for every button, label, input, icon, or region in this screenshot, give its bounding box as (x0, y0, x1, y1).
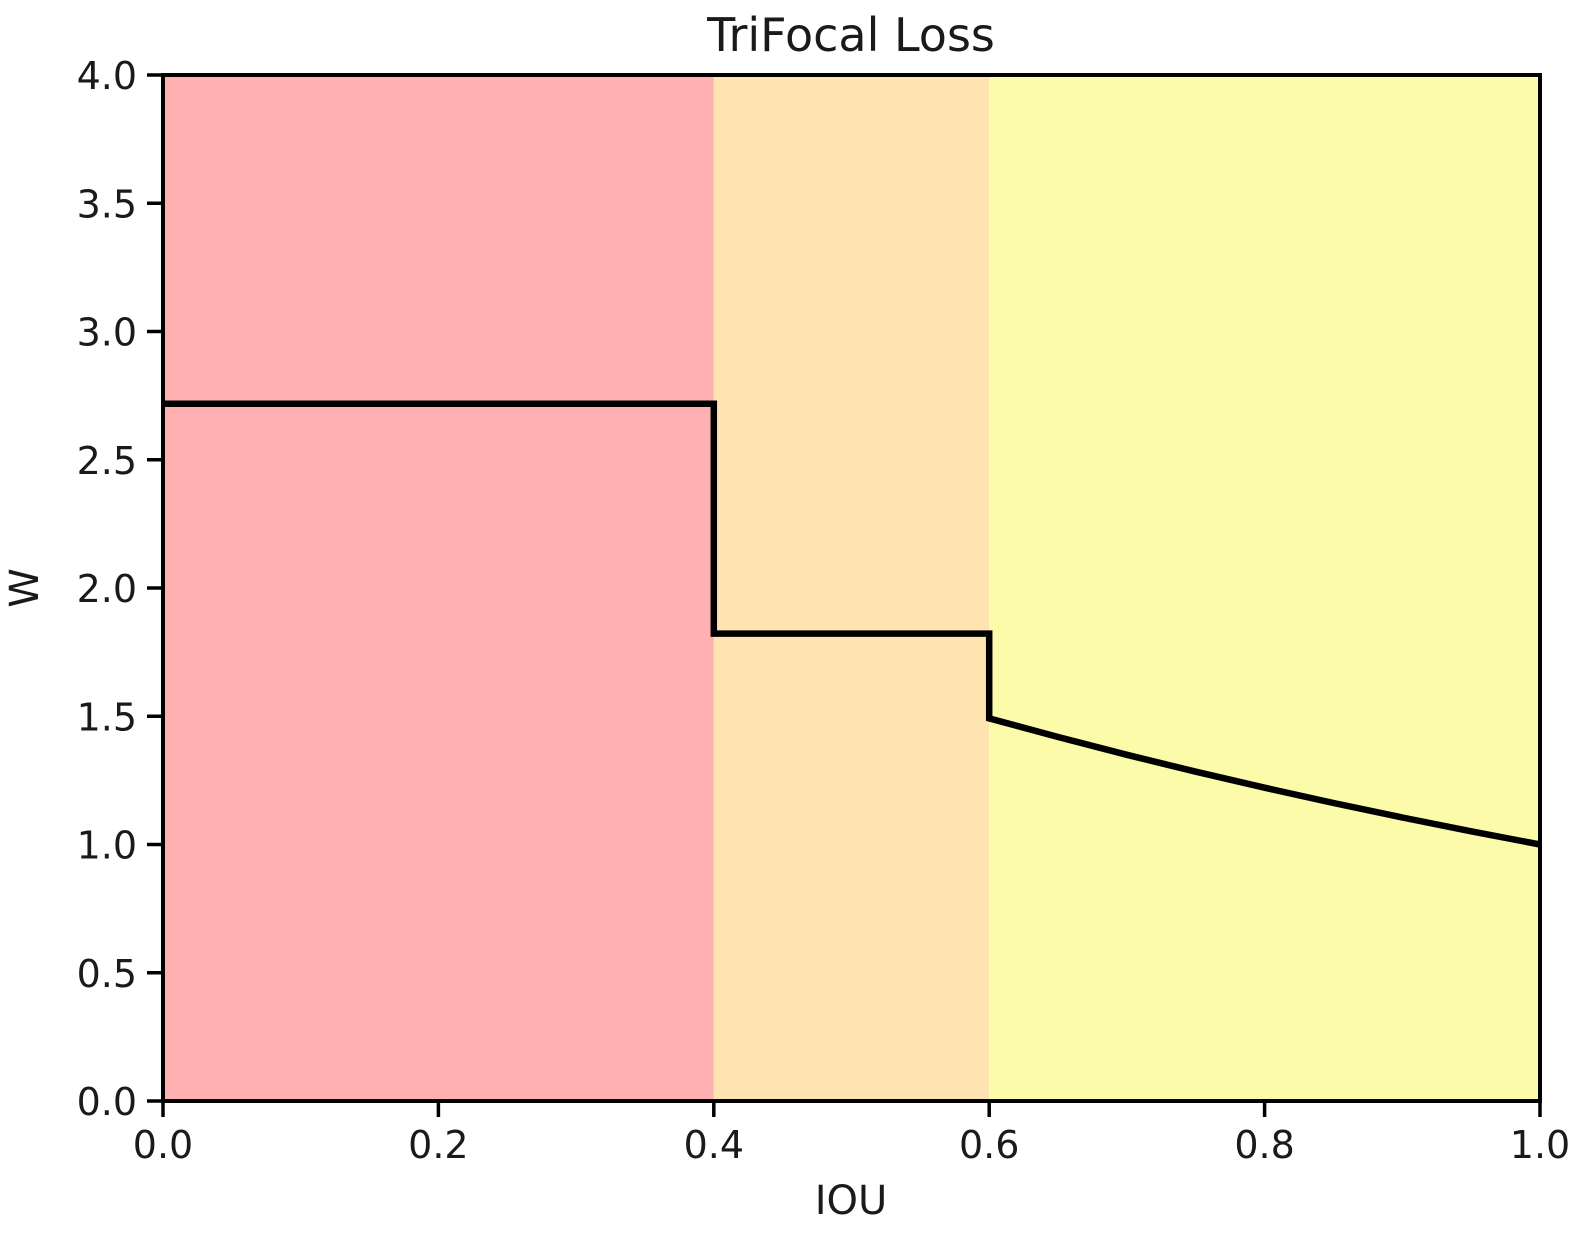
plot-background-region (163, 75, 714, 1101)
x-tick-label: 1.0 (1510, 1123, 1570, 1167)
y-tick-label: 3.0 (77, 311, 137, 355)
x-axis-label: IOU (815, 1178, 888, 1224)
y-axis-label: W (2, 568, 48, 608)
y-tick-label: 4.0 (77, 54, 137, 98)
x-tick-label: 0.6 (959, 1123, 1019, 1167)
y-tick-label: 3.5 (77, 182, 137, 226)
y-tick-label: 1.5 (77, 695, 137, 739)
y-tick-label: 0.0 (77, 1080, 137, 1124)
x-tick-label: 0.0 (133, 1123, 193, 1167)
y-tick-label: 1.0 (77, 824, 137, 868)
background-regions (163, 75, 1540, 1101)
y-tick-label: 2.0 (77, 567, 137, 611)
loss-curve (163, 400, 1541, 848)
x-tick-label: 0.8 (1234, 1123, 1294, 1167)
chart-title: TriFocal Loss (706, 8, 995, 62)
plot-background-region (713, 75, 990, 1101)
y-tick-label: 2.5 (77, 439, 137, 483)
plot-background-region (989, 75, 1540, 1101)
y-tick-label: 0.5 (77, 952, 137, 996)
axis-ticks: 0.0 0.2 0.4 0.6 0.8 1.0 0.0 0.5 1.0 1.5 2.0 2.5 3.0 3… (77, 54, 1571, 1167)
x-tick-label: 0.4 (684, 1123, 744, 1167)
x-tick-label: 0.2 (408, 1123, 468, 1167)
